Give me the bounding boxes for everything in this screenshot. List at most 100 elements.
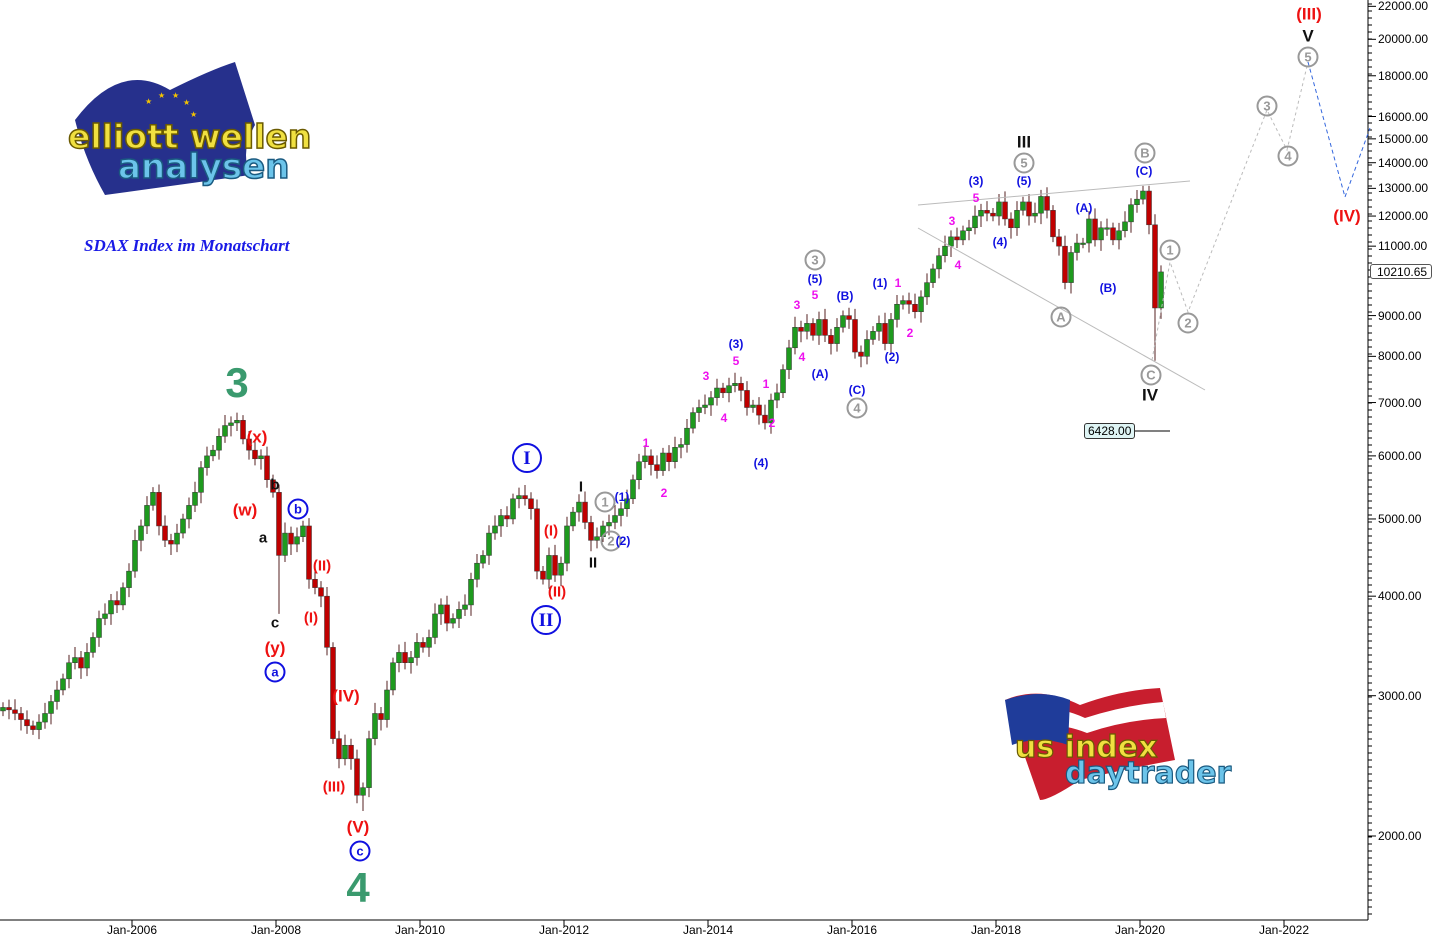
- candle: [318, 581, 324, 608]
- candle-body: [222, 425, 228, 437]
- candle-body: [630, 479, 636, 500]
- candle-body: [612, 515, 618, 523]
- candle-body: [882, 323, 888, 344]
- candle-body: [810, 323, 816, 336]
- wave-label: (C): [848, 383, 866, 397]
- candle: [546, 547, 552, 589]
- candle-body: [180, 518, 186, 534]
- candle: [48, 695, 54, 725]
- candle-body: [720, 387, 726, 394]
- candle-body: [594, 536, 600, 541]
- candle: [1092, 208, 1098, 247]
- candle-body: [120, 587, 126, 606]
- upper-trendline: [917, 180, 1191, 206]
- candle-body: [732, 383, 738, 386]
- candle: [954, 227, 960, 248]
- candle-body: [366, 738, 372, 788]
- candle: [144, 496, 150, 535]
- candle-body: [834, 327, 840, 344]
- candle: [726, 377, 732, 403]
- candle: [780, 364, 786, 399]
- candle: [288, 526, 294, 555]
- candle: [294, 527, 300, 553]
- y-tick-label: 4000.00: [1378, 589, 1422, 604]
- candle-body: [654, 464, 660, 471]
- candle-body: [312, 579, 318, 588]
- candle-body: [378, 713, 384, 720]
- svg-text:elliott wellen: elliott wellen: [68, 117, 311, 156]
- candle-body: [0, 707, 6, 712]
- candle-body: [210, 449, 216, 457]
- candle-body: [60, 678, 66, 691]
- candle: [456, 601, 462, 628]
- candle: [804, 314, 810, 340]
- candle: [366, 730, 372, 798]
- wave-label: C: [1140, 364, 1162, 386]
- candle-body: [828, 335, 834, 344]
- wave-label: 2: [768, 416, 776, 430]
- candle-body: [162, 525, 168, 541]
- candle-body: [492, 525, 498, 534]
- candle: [1032, 202, 1038, 223]
- candle: [1116, 222, 1122, 250]
- candle-body: [516, 495, 522, 500]
- candle: [276, 484, 282, 614]
- wave-label: a: [258, 529, 268, 547]
- candle-body: [438, 604, 444, 615]
- y-tick-label: 8000.00: [1378, 349, 1422, 364]
- candle-body: [972, 215, 978, 229]
- wave-label: (3): [728, 337, 744, 351]
- candle-body: [690, 412, 696, 429]
- wave-label: (I): [543, 522, 559, 540]
- candle-body: [54, 689, 60, 702]
- wave-label: 5: [1013, 152, 1035, 174]
- candle: [264, 446, 270, 488]
- svg-text:★: ★: [183, 98, 190, 107]
- candle-body: [324, 595, 330, 648]
- candle-body: [816, 319, 822, 336]
- candle: [102, 603, 108, 626]
- candle: [108, 594, 114, 625]
- candle: [486, 525, 492, 565]
- candle: [858, 345, 864, 368]
- wave-label: 3: [225, 359, 249, 406]
- candle: [300, 520, 306, 542]
- y-tick-label: 16000.00: [1378, 109, 1429, 124]
- candle-body: [174, 532, 180, 545]
- wave-label: (2): [884, 350, 900, 364]
- candle-body: [948, 236, 954, 247]
- candle: [720, 382, 726, 399]
- candle-body: [396, 652, 402, 663]
- candle-body: [582, 501, 588, 523]
- candle: [516, 487, 522, 509]
- wave-label: B: [1134, 142, 1156, 164]
- candle-body: [996, 201, 1002, 217]
- wave-label: (II): [312, 557, 332, 575]
- candle-body: [462, 604, 468, 610]
- candle: [828, 328, 834, 355]
- wave-label: IV: [1141, 385, 1159, 405]
- candle: [162, 515, 168, 548]
- candle-body: [168, 540, 174, 545]
- candle-body: [756, 404, 762, 416]
- candle-body: [666, 452, 672, 462]
- candle-body: [30, 725, 36, 730]
- candle-body: [384, 689, 390, 720]
- wave-label: 2: [600, 530, 622, 552]
- wave-label: I: [578, 478, 584, 496]
- candle: [972, 205, 978, 235]
- candle: [396, 644, 402, 673]
- wave-label: 5: [1297, 46, 1319, 68]
- wave-label: 2: [660, 486, 668, 500]
- candle-body: [888, 319, 894, 344]
- candle: [78, 651, 84, 679]
- y-tick-label: 3000.00: [1378, 688, 1422, 703]
- candle: [840, 310, 846, 333]
- candle: [684, 418, 690, 453]
- candle-body: [18, 713, 24, 720]
- candle-body: [1026, 201, 1032, 217]
- candle: [1140, 185, 1146, 205]
- candle-body: [1092, 218, 1098, 241]
- candle: [198, 461, 204, 504]
- candle: [186, 497, 192, 529]
